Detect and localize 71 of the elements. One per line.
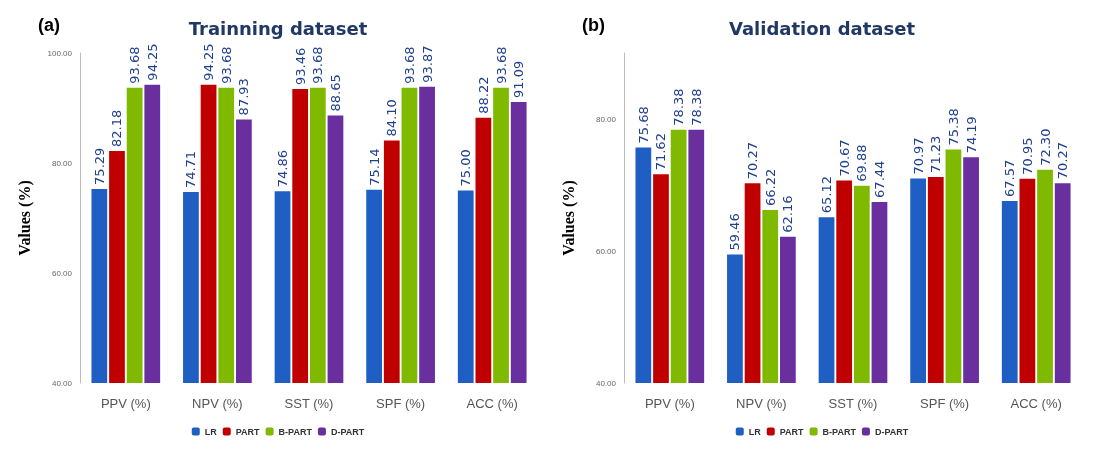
x-tick-label: SST (%) xyxy=(284,396,334,411)
x-tick-label: NPV (%) xyxy=(192,396,243,411)
data-label: 93.68 xyxy=(127,46,143,84)
data-label: 70.95 xyxy=(1019,137,1035,175)
data-label: 94.25 xyxy=(201,43,217,81)
data-label: 93.68 xyxy=(493,46,509,84)
data-label: 71.62 xyxy=(653,133,669,171)
data-label: 93.68 xyxy=(401,46,417,84)
data-label: 93.87 xyxy=(419,45,435,83)
y-tick-label: 80.00 xyxy=(51,158,73,168)
data-label: 59.46 xyxy=(727,213,743,251)
data-label: 65.12 xyxy=(819,175,835,214)
y-axis-title: Values (%) xyxy=(559,180,578,256)
data-label: 87.93 xyxy=(236,78,252,116)
x-tick-label: PPV (%) xyxy=(100,396,151,411)
x-tick-label: SPF (%) xyxy=(920,396,970,411)
y-tick-label: 60.00 xyxy=(51,268,73,278)
data-label: 62.16 xyxy=(780,195,796,233)
data-label: 75.38 xyxy=(945,108,961,146)
data-label: 70.97 xyxy=(910,137,926,175)
data-label: 71.23 xyxy=(928,135,944,173)
chart-title: Validation dataset xyxy=(729,17,916,39)
data-label: 70.27 xyxy=(745,142,761,180)
data-label: 75.14 xyxy=(366,148,382,186)
legend-label: D-PART xyxy=(330,426,365,437)
data-label: 67.57 xyxy=(1002,159,1018,198)
data-label: 70.67 xyxy=(836,139,852,177)
data-label: 72.30 xyxy=(1037,128,1053,166)
data-label: 69.88 xyxy=(854,144,870,182)
data-label: 75.29 xyxy=(91,147,107,185)
y-tick-label: 80.00 xyxy=(595,114,617,124)
text: (b) xyxy=(582,15,605,35)
data-label: 75.00 xyxy=(458,149,474,187)
y-tick-label: 40.00 xyxy=(595,378,617,388)
x-tick-label: PPV (%) xyxy=(644,396,695,411)
data-label: 93.68 xyxy=(218,46,234,84)
x-tick-label: SPF (%) xyxy=(376,396,426,411)
data-label: 88.65 xyxy=(327,74,343,112)
data-label: 93.46 xyxy=(292,47,308,85)
data-label: 93.68 xyxy=(310,46,326,84)
text: (a) xyxy=(38,15,60,35)
legend-label: B-PART xyxy=(822,426,857,437)
legend-label: D-PART xyxy=(874,426,909,437)
data-label: 74.86 xyxy=(275,150,291,188)
legend-label: PART xyxy=(235,426,261,437)
y-tick-label: 100.00 xyxy=(47,48,73,58)
data-label: 94.25 xyxy=(144,43,160,81)
data-label: 74.71 xyxy=(183,150,199,189)
y-axis-title: Values (%) xyxy=(15,180,34,256)
x-tick-label: NPV (%) xyxy=(736,396,787,411)
x-tick-label: ACC (%) xyxy=(466,396,518,411)
data-label: 66.22 xyxy=(762,168,778,206)
data-label: 84.10 xyxy=(384,99,400,137)
data-label: 78.38 xyxy=(671,88,687,126)
x-tick-label: ACC (%) xyxy=(1010,396,1062,411)
y-tick-label: 60.00 xyxy=(595,246,617,256)
data-label: 74.19 xyxy=(963,116,979,154)
data-label: 82.18 xyxy=(109,109,125,148)
chart-title: Trainning dataset xyxy=(188,17,368,39)
legend-label: B-PART xyxy=(278,426,313,437)
data-label: 91.09 xyxy=(511,60,527,98)
data-label: 75.68 xyxy=(635,106,651,144)
data-label: 78.38 xyxy=(688,88,704,126)
y-tick-label: 40.00 xyxy=(51,378,73,388)
data-label: 67.44 xyxy=(871,160,887,198)
data-label: 70.27 xyxy=(1055,142,1071,180)
legend-label: LR xyxy=(204,426,218,437)
legend-label: PART xyxy=(779,426,805,437)
data-label: 88.22 xyxy=(475,76,491,114)
legend-label: LR xyxy=(748,426,762,437)
x-tick-label: SST (%) xyxy=(828,396,878,411)
